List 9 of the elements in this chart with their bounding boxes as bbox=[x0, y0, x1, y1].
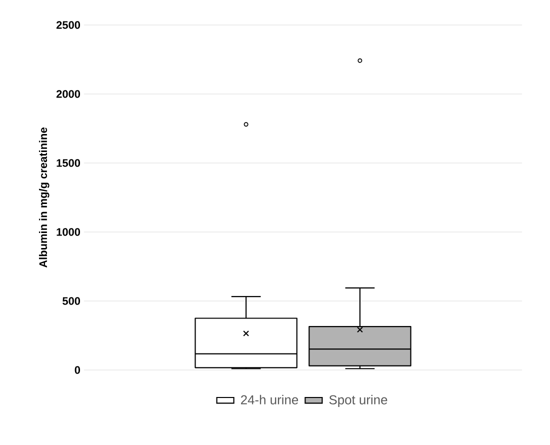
y-tick-label: 2500 bbox=[56, 21, 80, 29]
y-tick-label: 500 bbox=[62, 297, 80, 305]
legend-label: 24-h urine bbox=[240, 394, 298, 404]
y-tick-label: 2000 bbox=[56, 90, 80, 98]
y-axis-title: Albumin in mg/g creatinine bbox=[39, 128, 50, 268]
y-tick-label: 1500 bbox=[56, 159, 80, 167]
y-tick-label: 1000 bbox=[56, 228, 80, 236]
legend-label: Spot urine bbox=[329, 394, 388, 407]
y-tick-label: 0 bbox=[74, 366, 80, 374]
